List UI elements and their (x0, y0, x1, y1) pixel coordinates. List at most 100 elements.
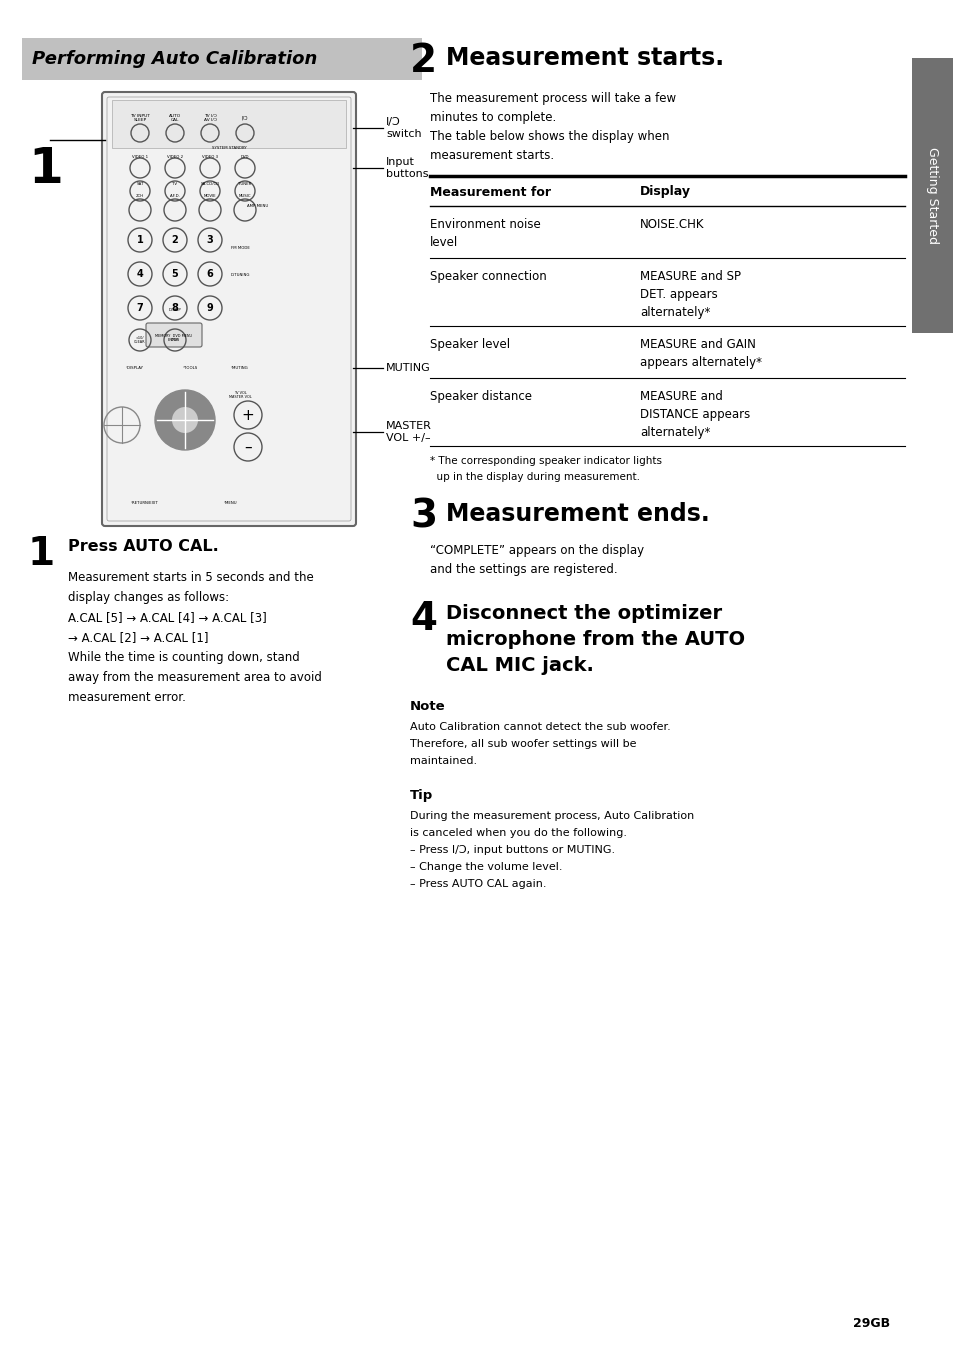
Text: +: + (241, 407, 254, 422)
Text: away from the measurement area to avoid: away from the measurement area to avoid (68, 671, 321, 684)
Text: SYSTEM STANDBY: SYSTEM STANDBY (212, 146, 246, 150)
Text: MASTER
VOL +/–: MASTER VOL +/– (386, 422, 432, 443)
Text: Auto Calibration cannot detect the sub woofer.: Auto Calibration cannot detect the sub w… (410, 722, 670, 731)
Text: 2CH: 2CH (135, 193, 144, 197)
Text: 7: 7 (136, 303, 143, 314)
Text: °TOOLS: °TOOLS (182, 366, 197, 370)
Text: Display: Display (639, 185, 690, 199)
Text: – Press I/Ɔ, input buttons or MUTING.: – Press I/Ɔ, input buttons or MUTING. (410, 845, 615, 854)
Text: 8: 8 (172, 303, 178, 314)
Text: °MENU: °MENU (223, 502, 236, 506)
Circle shape (172, 407, 198, 433)
Text: 1: 1 (28, 535, 55, 573)
Text: minutes to complete.: minutes to complete. (430, 111, 556, 124)
Text: 2: 2 (172, 235, 178, 245)
Text: 4: 4 (136, 269, 143, 279)
Text: Measurement for: Measurement for (430, 185, 551, 199)
Text: A.F.D.: A.F.D. (170, 193, 180, 197)
Text: Speaker level: Speaker level (430, 338, 510, 352)
Text: The measurement process will take a few: The measurement process will take a few (430, 92, 676, 105)
Text: SA-CD/CD: SA-CD/CD (200, 183, 219, 187)
Text: 4: 4 (410, 600, 436, 638)
Text: AUTO
CAL: AUTO CAL (169, 114, 181, 122)
Text: MEMORY  DVD MENU
ENTER: MEMORY DVD MENU ENTER (155, 334, 193, 342)
Text: – Press AUTO CAL again.: – Press AUTO CAL again. (410, 879, 546, 890)
Text: Getting Started: Getting Started (925, 147, 939, 243)
Text: TV VOL
MASTER VOL: TV VOL MASTER VOL (229, 391, 251, 399)
Text: 29GB: 29GB (852, 1317, 889, 1330)
Text: D.TUNING: D.TUNING (230, 273, 250, 277)
Text: Disconnect the optimizer: Disconnect the optimizer (446, 604, 721, 623)
FancyBboxPatch shape (102, 92, 355, 526)
Text: Speaker connection: Speaker connection (430, 270, 546, 283)
Text: 3: 3 (410, 498, 436, 535)
Text: 5: 5 (172, 269, 178, 279)
Bar (911, 58, 953, 333)
Text: microphone from the AUTO: microphone from the AUTO (446, 630, 744, 649)
Text: 3: 3 (207, 235, 213, 245)
Text: DET. appears: DET. appears (639, 288, 717, 301)
Text: 2: 2 (410, 42, 436, 80)
Text: FM MODE: FM MODE (231, 246, 249, 250)
Text: – Change the volume level.: – Change the volume level. (410, 863, 562, 872)
Text: display changes as follows:: display changes as follows: (68, 591, 229, 604)
Text: TV: TV (172, 183, 177, 187)
Text: Input
buttons: Input buttons (386, 157, 428, 178)
Text: measurement starts.: measurement starts. (430, 149, 554, 162)
Text: Measurement starts.: Measurement starts. (446, 46, 723, 70)
Text: Measurement starts in 5 seconds and the: Measurement starts in 5 seconds and the (68, 571, 314, 584)
Circle shape (154, 389, 214, 450)
Text: Note: Note (410, 700, 445, 713)
Text: TV I/Ɔ
AV I/Ɔ: TV I/Ɔ AV I/Ɔ (203, 114, 216, 122)
Text: D.SKIP: D.SKIP (169, 308, 181, 312)
Text: Performing Auto Calibration: Performing Auto Calibration (32, 50, 317, 68)
Text: 0/10: 0/10 (171, 338, 179, 342)
Text: MEASURE and: MEASURE and (639, 389, 722, 403)
Text: Press AUTO CAL.: Press AUTO CAL. (68, 539, 218, 554)
Text: alternately*: alternately* (639, 426, 710, 439)
Text: and the settings are registered.: and the settings are registered. (430, 562, 617, 576)
Text: °MUTING: °MUTING (231, 366, 249, 370)
Text: maintained.: maintained. (410, 756, 476, 767)
Bar (112, 100, 346, 147)
Text: “COMPLETE” appears on the display: “COMPLETE” appears on the display (430, 544, 643, 557)
Text: While the time is counting down, stand: While the time is counting down, stand (68, 652, 299, 664)
Text: is canceled when you do the following.: is canceled when you do the following. (410, 827, 626, 838)
Text: MUTING: MUTING (386, 362, 431, 373)
Text: °RETURN/EXIT: °RETURN/EXIT (131, 502, 159, 506)
Text: Measurement ends.: Measurement ends. (446, 502, 709, 526)
Text: 9: 9 (207, 303, 213, 314)
Text: → A.CAL [2] → A.CAL [1]: → A.CAL [2] → A.CAL [1] (68, 631, 209, 644)
Text: MEASURE and SP: MEASURE and SP (639, 270, 740, 283)
Text: The table below shows the display when: The table below shows the display when (430, 130, 669, 143)
Text: VIDEO 1: VIDEO 1 (132, 155, 148, 160)
Text: MEASURE and GAIN: MEASURE and GAIN (639, 338, 755, 352)
Text: Speaker distance: Speaker distance (430, 389, 532, 403)
Text: measurement error.: measurement error. (68, 691, 186, 704)
Text: °DISPLAY: °DISPLAY (126, 366, 144, 370)
Text: Environment noise: Environment noise (430, 218, 540, 231)
Text: MUSIC: MUSIC (238, 193, 251, 197)
Text: –: – (244, 439, 252, 454)
Text: MOVIE: MOVIE (204, 193, 216, 197)
Text: TUNER: TUNER (238, 183, 252, 187)
Text: * The corresponding speaker indicator lights: * The corresponding speaker indicator li… (430, 456, 661, 466)
Text: During the measurement process, Auto Calibration: During the measurement process, Auto Cal… (410, 811, 694, 821)
Text: DISTANCE appears: DISTANCE appears (639, 408, 749, 420)
Text: AMP MENU: AMP MENU (247, 204, 269, 208)
Text: DVD: DVD (240, 155, 249, 160)
Bar (22, 38, 421, 80)
Text: 1: 1 (28, 145, 63, 193)
Text: 1: 1 (136, 235, 143, 245)
Text: TV INPUT
SLEEP: TV INPUT SLEEP (130, 114, 150, 122)
Text: level: level (430, 237, 457, 249)
FancyBboxPatch shape (146, 323, 202, 347)
Text: I/Ɔ
switch: I/Ɔ switch (386, 118, 421, 139)
Text: VIDEO 2: VIDEO 2 (167, 155, 183, 160)
Text: VIDEO 3: VIDEO 3 (202, 155, 218, 160)
Text: Tip: Tip (410, 790, 433, 802)
Text: Therefore, all sub woofer settings will be: Therefore, all sub woofer settings will … (410, 740, 636, 749)
Text: CAL MIC jack.: CAL MIC jack. (446, 656, 594, 675)
Text: SAT: SAT (136, 183, 144, 187)
Text: up in the display during measurement.: up in the display during measurement. (430, 472, 639, 483)
